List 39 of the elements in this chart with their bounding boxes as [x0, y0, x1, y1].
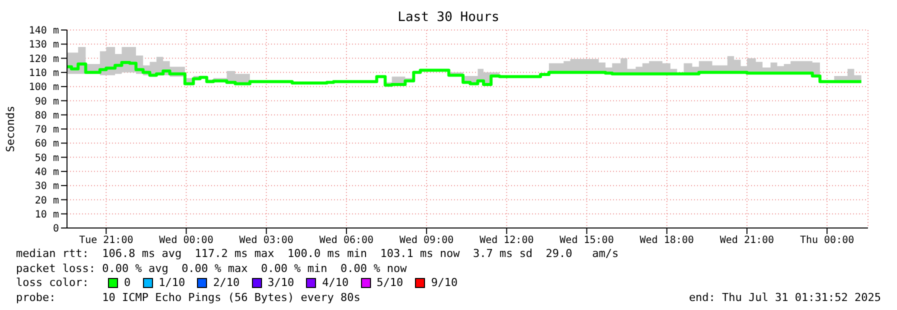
x-tick-label: Tue 21:00 — [79, 235, 134, 246]
x-tick-label: Thu 00:00 — [800, 235, 854, 246]
y-tick-label: 90 m — [34, 96, 59, 108]
x-tick-label: Wed 21:00 — [720, 235, 774, 246]
text: 4/10 — [322, 276, 349, 290]
y-tick-label: 80 m — [34, 110, 59, 122]
x-tick-label: Wed 18:00 — [640, 235, 694, 246]
y-tick-label: 30 m — [34, 181, 59, 192]
y-axis-title: Seconds — [4, 106, 17, 152]
y-tick-label: 70 m — [34, 124, 59, 136]
x-tick-label: Wed 06:00 — [319, 235, 374, 246]
text: probe: 10 ICMP Echo Pings (56 Bytes) every 80s — [16, 290, 360, 305]
y-tick-label: 120 m — [28, 54, 59, 65]
text: 1/10 — [158, 276, 186, 290]
x-tick-label: Wed 15:00 — [560, 235, 614, 246]
y-tick-label: 100 m — [28, 82, 59, 94]
y-tick-label: 0 — [52, 224, 59, 235]
y-tick-label: 20 m — [34, 195, 59, 206]
text: median rtt: 106.8 ms avg 117.2 ms max 100.0 ms min 103.1 ms now 3.7 ms sd 29.0 am/s — [16, 247, 620, 262]
x-tick-label: Wed 00:00 — [159, 235, 214, 246]
x-tick-label: Wed 03:00 — [239, 235, 294, 246]
y-tick-label: 10 m — [34, 209, 59, 220]
y-tick-label: 60 m — [34, 138, 59, 150]
y-tick-label: 110 m — [28, 68, 59, 79]
y-tick-label: 140 m — [28, 26, 59, 37]
text: 5/10 — [376, 276, 404, 290]
y-tick-label: 40 m — [34, 166, 59, 178]
text: 2/10 — [213, 276, 240, 290]
y-tick-label: 50 m — [34, 152, 59, 164]
text: loss color: — [16, 276, 90, 290]
text: 3/10 — [268, 276, 294, 290]
chart-title: Last 30 Hours — [396, 10, 500, 25]
text: 9/10 — [431, 276, 458, 290]
text: packet loss: 0.00 % avg 0.00 % max 0.00 % min 0.00 % now — [16, 262, 408, 276]
x-tick-label: Wed 09:00 — [399, 235, 454, 246]
text: 0 — [124, 276, 131, 290]
x-tick-label: Wed 12:00 — [480, 235, 534, 246]
y-tick-label: 130 m — [28, 40, 59, 51]
text: end: Thu Jul 31 01:31:52 2025 — [688, 290, 881, 305]
